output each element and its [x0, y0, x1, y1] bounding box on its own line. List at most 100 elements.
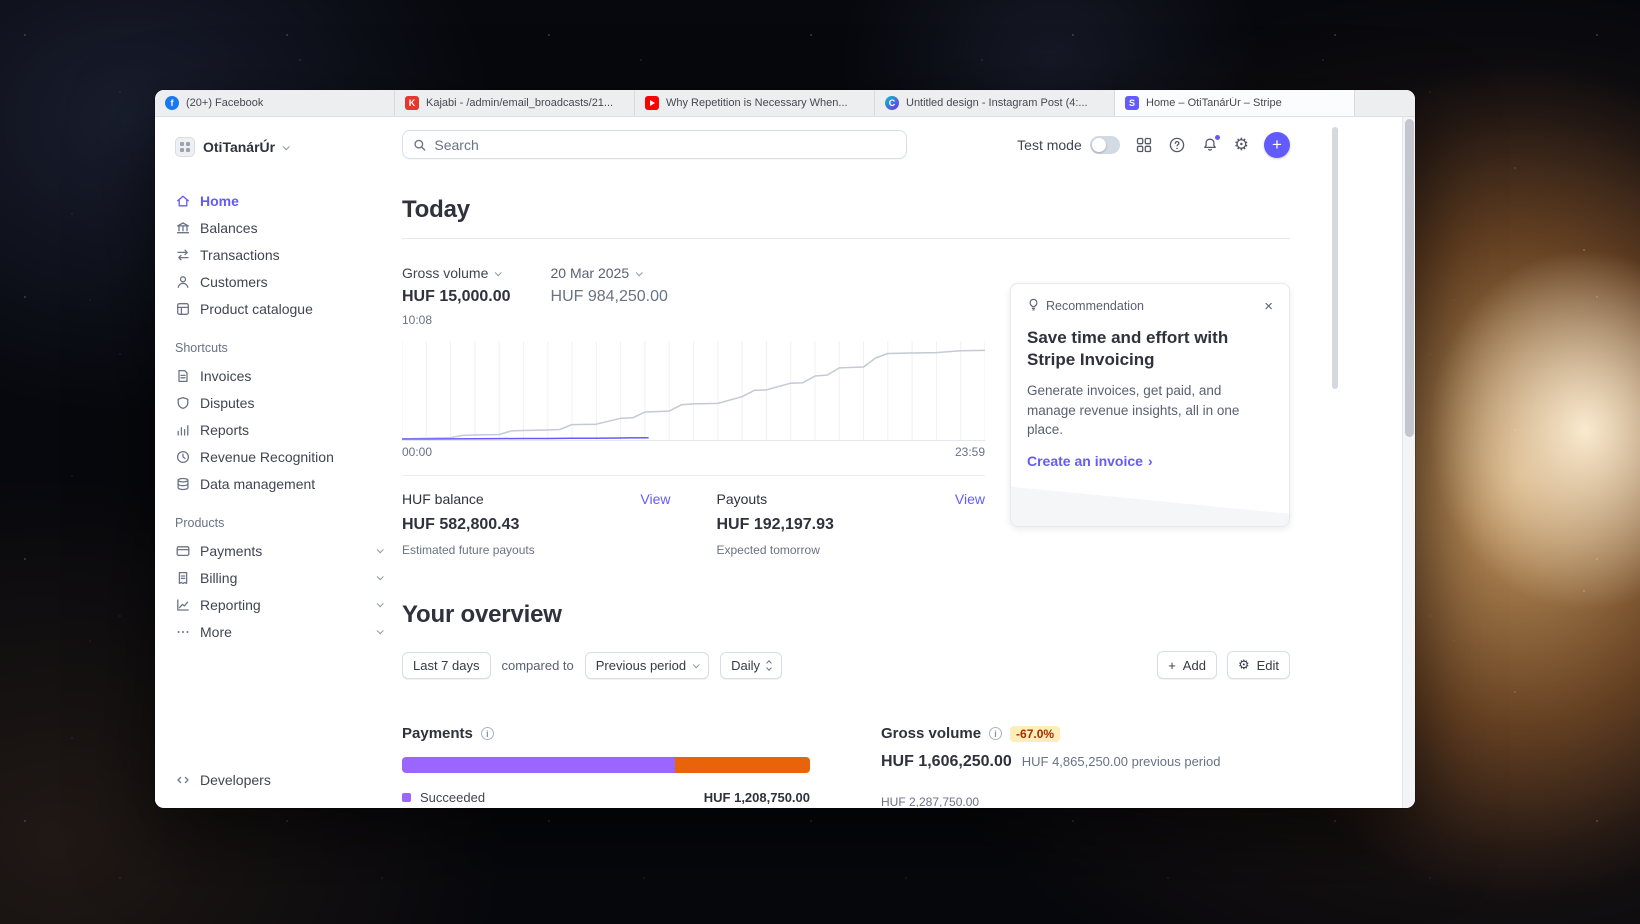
sidebar-item-revenue-recognition[interactable]: Revenue Recognition	[175, 443, 390, 470]
catalogue-icon	[175, 301, 191, 317]
today-chart: 00:00 23:59	[402, 341, 985, 459]
tab-kajabi[interactable]: K Kajabi - /admin/email_broadcasts/21...	[395, 90, 635, 116]
receipt-icon	[175, 570, 191, 586]
sidebar-item-reports[interactable]: Reports	[175, 416, 390, 443]
tab-label: Untitled design - Instagram Post (4:...	[906, 97, 1088, 109]
search-input[interactable]	[402, 130, 907, 159]
huf-balance-label: HUF balance	[402, 491, 484, 507]
lightbulb-icon	[1027, 298, 1040, 314]
notifications-bell-icon[interactable]	[1201, 134, 1220, 154]
page-scrollbar-thumb[interactable]	[1332, 127, 1338, 389]
canva-icon: C	[885, 96, 899, 110]
stripe-icon: S	[1125, 96, 1139, 110]
browser-tabstrip: f (20+) Facebook K Kajabi - /admin/email…	[155, 90, 1415, 117]
sidebar-item-label: Reporting	[200, 596, 261, 613]
payouts-subtext: Expected tomorrow	[716, 543, 820, 557]
plus-icon: +	[1168, 657, 1176, 673]
sidebar-item-balances[interactable]: Balances	[175, 214, 390, 241]
shield-icon	[175, 395, 191, 411]
tab-youtube[interactable]: Why Repetition is Necessary When...	[635, 90, 875, 116]
sidebar-item-developers[interactable]: Developers	[175, 766, 271, 793]
gross-volume-card: Gross volume i -67.0% HUF 1,606,250.00 H…	[881, 725, 1290, 807]
arrows-swap-icon	[175, 247, 191, 263]
browser-scrollbar-track[interactable]	[1402, 117, 1415, 808]
sidebar-item-reporting[interactable]: Reporting	[175, 591, 390, 618]
apps-grid-icon[interactable]	[1135, 136, 1153, 154]
tab-facebook[interactable]: f (20+) Facebook	[155, 90, 395, 116]
test-mode-toggle[interactable]	[1089, 135, 1120, 154]
edit-button[interactable]: ⚙ Edit	[1226, 651, 1290, 679]
overview-filters: Last 7 days compared to Previous period …	[402, 651, 1290, 679]
x-axis-start: 00:00	[402, 445, 433, 459]
chevron-down-icon	[495, 268, 503, 276]
sidebar-item-transactions[interactable]: Transactions	[175, 241, 390, 268]
search-icon	[414, 139, 426, 151]
sidebar-item-disputes[interactable]: Disputes	[175, 389, 390, 416]
today-heading: Today	[402, 196, 470, 223]
sidebar-item-billing[interactable]: Billing	[175, 564, 390, 591]
gross-volume-selector[interactable]: Gross volume	[402, 265, 511, 281]
payments-card: Payments i Succeeded HUF 1,208,750.00	[402, 725, 810, 807]
sidebar-item-label: Revenue Recognition	[200, 448, 334, 465]
recommendation-card: Recommendation × Save time and effort wi…	[1010, 283, 1290, 527]
sidebar-item-customers[interactable]: Customers	[175, 268, 390, 295]
sidebar-item-label: Payments	[200, 542, 263, 559]
sidebar-item-invoices[interactable]: Invoices	[175, 362, 390, 389]
sidebar-item-label: Balances	[200, 219, 258, 236]
today-chart-svg	[402, 341, 985, 441]
balance-payout-row: HUF balance View HUF 582,800.43 Estimate…	[402, 475, 985, 557]
recommendation-illustration	[1011, 486, 1289, 526]
help-icon[interactable]	[1168, 136, 1186, 154]
tab-stripe-active[interactable]: S Home – OtiTanárÚr – Stripe	[1115, 90, 1355, 116]
sidebar-item-product-catalogue[interactable]: Product catalogue	[175, 295, 390, 322]
compare-period-label: Previous period	[595, 657, 687, 673]
gear-icon: ⚙	[1237, 657, 1250, 672]
date-range-button[interactable]: Last 7 days	[402, 651, 491, 679]
sidebar-item-label: Data management	[200, 475, 316, 492]
info-icon[interactable]: i	[480, 727, 494, 740]
chevron-down-icon	[692, 660, 700, 668]
home-icon	[175, 193, 191, 209]
browser-scrollbar-thumb[interactable]	[1405, 119, 1414, 437]
sidebar-item-label: Invoices	[200, 367, 252, 384]
add-button[interactable]: + Add	[1157, 651, 1217, 679]
sidebar-item-more[interactable]: More	[175, 618, 390, 645]
compare-period-select[interactable]: Previous period	[584, 651, 710, 679]
workspace-logo-icon	[175, 137, 195, 157]
search-field[interactable]	[434, 136, 896, 153]
chevron-down-icon	[376, 573, 384, 581]
compare-date-metric: 20 Mar 2025 HUF 984,250.00	[551, 265, 668, 327]
close-icon[interactable]: ×	[1264, 297, 1273, 315]
workspace-switcher[interactable]: OtiTanárÚr	[175, 137, 390, 157]
tab-label: Home – OtiTanárÚr – Stripe	[1146, 97, 1282, 109]
recommendation-title: Save time and effort with Stripe Invoici…	[1027, 328, 1229, 370]
balance-view-link[interactable]: View	[640, 491, 671, 507]
test-mode-label: Test mode	[1017, 136, 1082, 153]
compare-date-selector[interactable]: 20 Mar 2025	[551, 265, 668, 281]
tab-label: Kajabi - /admin/email_broadcasts/21...	[426, 97, 614, 109]
gross-volume-delta-badge: -67.0%	[1010, 725, 1061, 742]
sidebar-item-label: Reports	[200, 421, 250, 438]
create-plus-button[interactable]: +	[1264, 131, 1290, 158]
facebook-icon: f	[165, 96, 179, 110]
sidebar-item-home[interactable]: Home	[175, 187, 390, 214]
chevron-down-icon	[635, 268, 643, 276]
overview-heading: Your overview	[402, 601, 562, 628]
payments-title: Payments	[402, 725, 473, 742]
add-button-label: Add	[1182, 657, 1206, 673]
create-invoice-link[interactable]: Create an invoice ›	[1027, 453, 1153, 469]
granularity-select[interactable]: Daily	[720, 651, 782, 679]
database-icon	[175, 476, 191, 492]
payments-bar-segment	[402, 757, 676, 773]
payments-bar	[402, 757, 810, 773]
sidebar-item-payments[interactable]: Payments	[175, 537, 390, 564]
sidebar-item-data-management[interactable]: Data management	[175, 470, 390, 497]
sort-arrows-icon	[766, 659, 772, 671]
settings-gear-icon[interactable]: ⚙	[1233, 134, 1249, 154]
payouts-view-link[interactable]: View	[954, 491, 985, 507]
bar-chart-icon	[175, 422, 191, 438]
today-metrics: Gross volume HUF 15,000.00 10:08 20 Mar …	[402, 265, 1290, 327]
info-icon[interactable]: i	[989, 727, 1003, 740]
date-range-label: Last 7 days	[413, 657, 480, 673]
tab-canva[interactable]: C Untitled design - Instagram Post (4:..…	[875, 90, 1115, 116]
